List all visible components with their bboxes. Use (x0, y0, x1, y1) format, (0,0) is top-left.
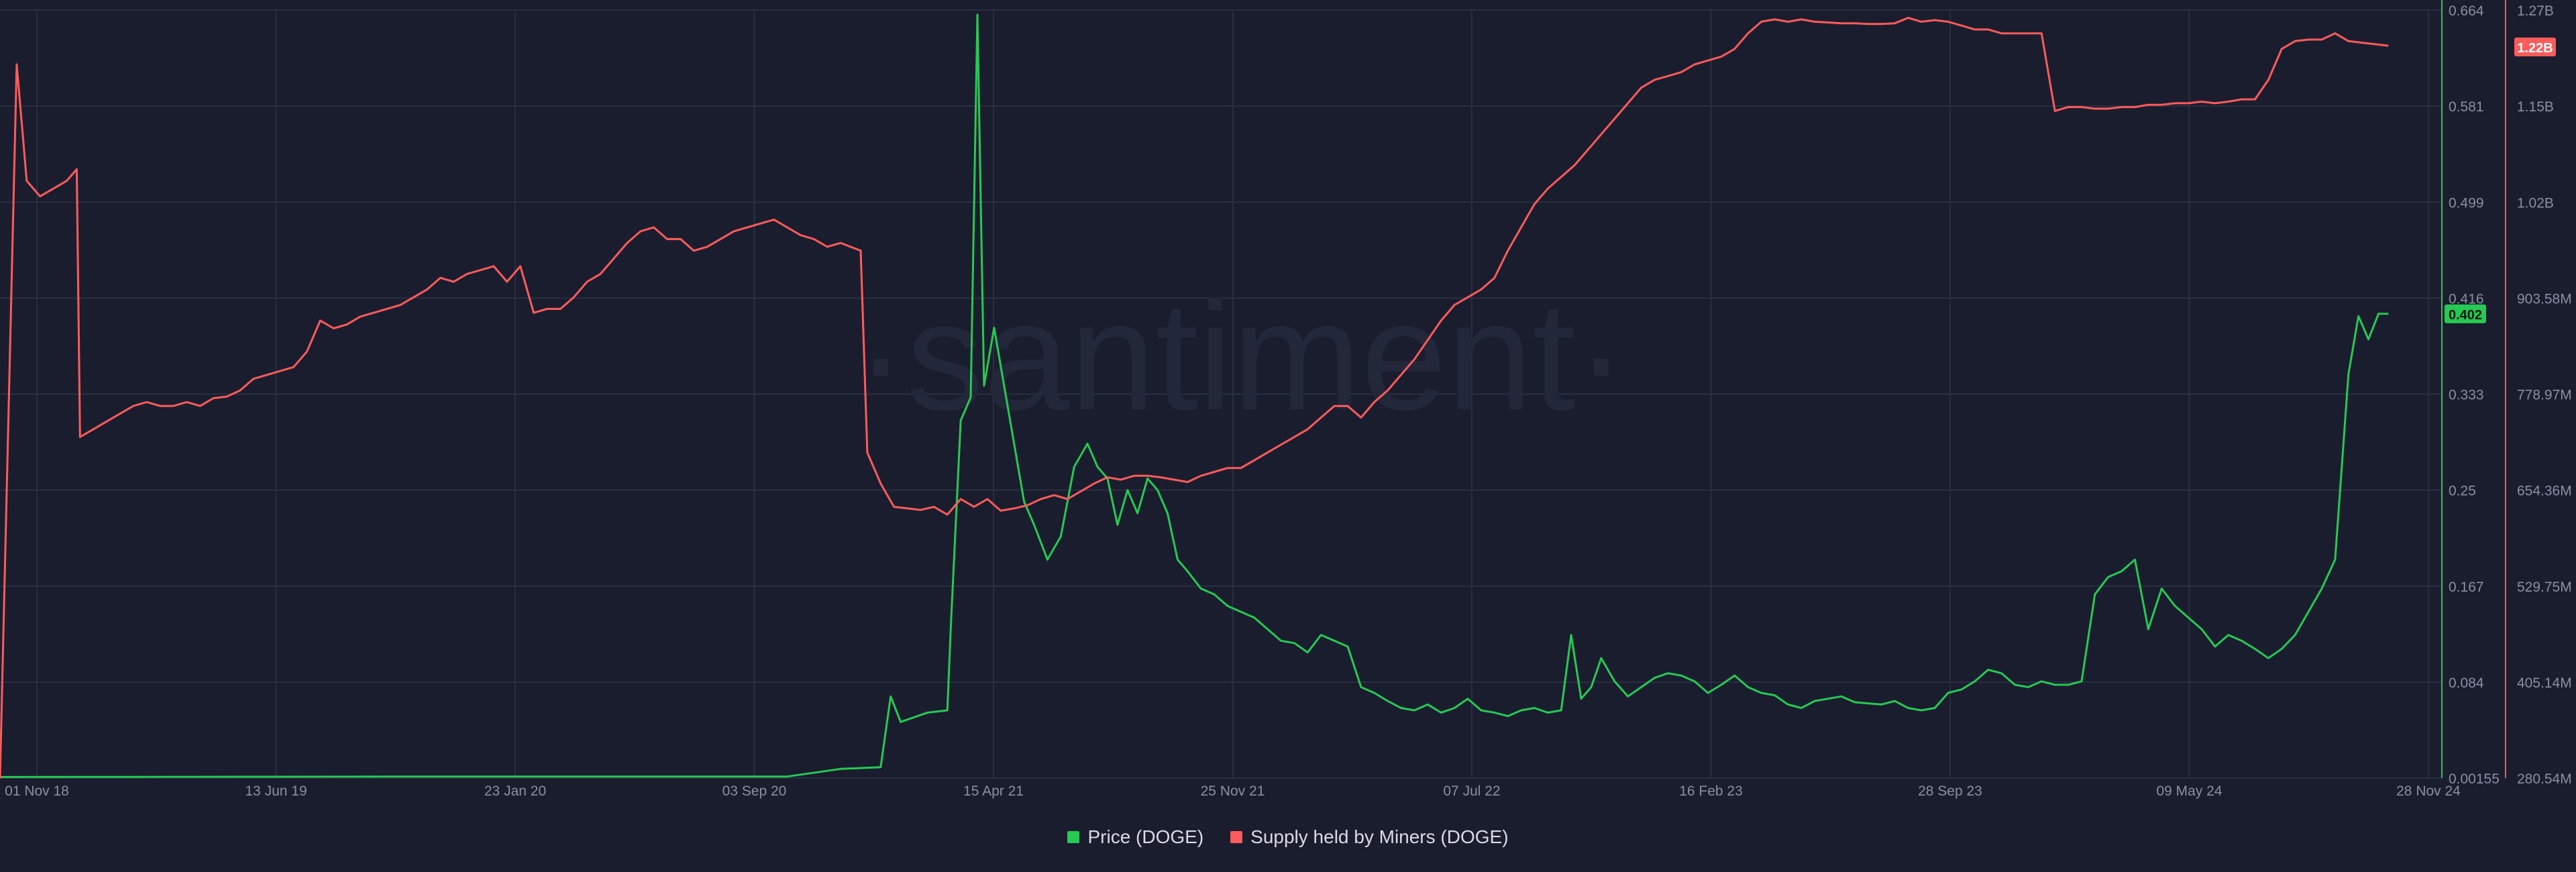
supply-tick-label: 1.02B (2517, 195, 2554, 211)
price-tick-label: 0.333 (2449, 388, 2484, 403)
supply-tick-label: 1.15B (2517, 99, 2554, 115)
legend-supply-label: Supply held by Miners (DOGE) (1250, 826, 1509, 847)
supply-line (0, 17, 2389, 779)
supply-tick-label: 280.54M (2517, 771, 2572, 787)
x-tick-label: 16 Feb 23 (1679, 783, 1743, 799)
price-tick-label: 0.084 (2449, 675, 2484, 691)
price-tick-label: 0.581 (2449, 99, 2484, 115)
legend-price-label: Price (DOGE) (1087, 826, 1204, 847)
supply-current-badge (2514, 38, 2556, 56)
supply-swatch (1230, 831, 1243, 843)
x-tick-label: 25 Nov 21 (1201, 783, 1265, 799)
price-tick-label: 0.00155 (2449, 771, 2500, 787)
price-tick-label: 0.167 (2449, 580, 2484, 595)
legend: Price (DOGE) Supply held by Miners (DOGE… (0, 824, 2576, 851)
x-tick-label: 23 Jan 20 (484, 783, 546, 799)
supply-current-label: 1.22B (2517, 41, 2553, 56)
supply-tick-label: 778.97M (2517, 388, 2572, 403)
x-tick-label: 07 Jul 22 (1443, 783, 1500, 799)
price-line (0, 13, 2389, 778)
supply-tick-label: 903.58M (2517, 291, 2572, 307)
x-tick-label: 15 Apr 21 (963, 783, 1024, 799)
supply-tick-label: 405.14M (2517, 675, 2572, 691)
supply-tick-label: 1.27B (2517, 3, 2554, 19)
legend-item-supply[interactable]: Supply held by Miners (DOGE) (1230, 826, 1509, 848)
price-current-badge (2445, 304, 2486, 323)
price-tick-label: 0.25 (2449, 484, 2476, 499)
price-tick-label: 0.664 (2449, 3, 2484, 19)
price-tick-label: 0.499 (2449, 195, 2484, 211)
x-tick-label: 01 Nov 18 (5, 783, 69, 799)
x-tick-label: 28 Sep 23 (1918, 783, 1982, 799)
price-tick-label: 0.416 (2449, 291, 2484, 307)
x-tick-label: 13 Jun 19 (245, 783, 307, 799)
price-current-label: 0.402 (2449, 308, 2482, 323)
x-tick-label: 03 Sep 20 (722, 783, 787, 799)
x-tick-label: 28 Nov 24 (2396, 783, 2461, 799)
supply-tick-label: 529.75M (2517, 580, 2572, 595)
price-swatch (1067, 831, 1080, 843)
legend-item-price[interactable]: Price (DOGE) (1067, 826, 1203, 848)
x-tick-label: 09 May 24 (2156, 783, 2222, 799)
supply-tick-label: 654.36M (2517, 484, 2572, 499)
